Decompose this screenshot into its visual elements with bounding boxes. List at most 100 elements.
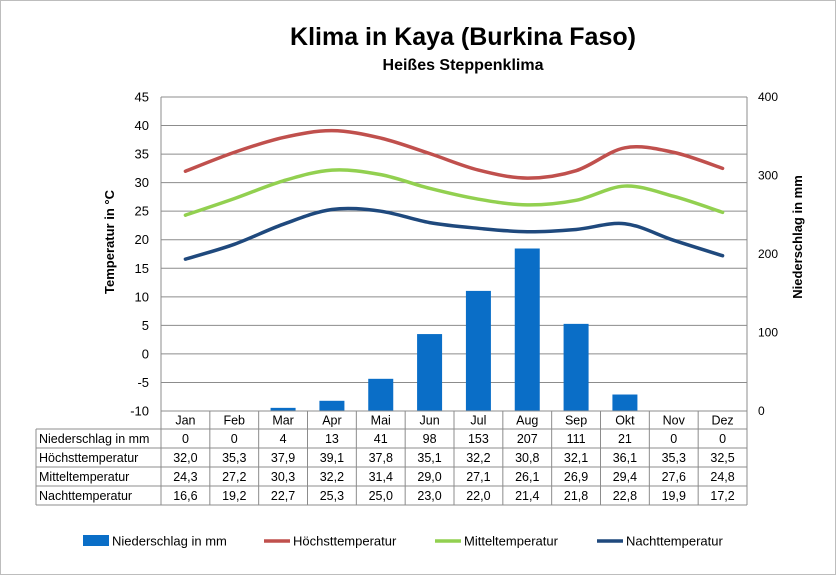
table-cell: 16,6 [173,489,197,503]
left-tick-label: 15 [135,261,149,276]
month-label: Jun [420,414,440,428]
table-cell: 30,8 [515,451,539,465]
month-label: Okt [615,414,635,428]
right-tick-label: 0 [758,404,765,418]
table-cell: 32,5 [710,451,734,465]
höchsttemperatur-line [183,128,725,180]
table-cell: 31,4 [369,470,393,484]
mitteltemperatur-line [183,168,725,217]
month-label: Mar [272,414,294,428]
left-tick-label: 25 [135,204,149,219]
table-cell: 26,9 [564,470,588,484]
table-cell: 22,8 [613,489,637,503]
precipitation-bar [417,334,443,411]
legend-label: Höchsttemperatur [293,534,397,549]
table-row-label: Nachttemperatur [39,489,132,503]
table-cell: 41 [374,432,388,446]
chart-title: Klima in Kaya (Burkina Faso) [290,23,636,51]
axis-ticks: 45 40 35 30 25 20 15 10 5 0 -5 -10 400 300 200 100 0 [130,90,778,419]
table-cell: 32,0 [173,451,197,465]
precipitation-bar [563,323,589,411]
legend: Niederschlag in mm Höchsttemperatur Mittel… [83,534,723,549]
table-cell: 37,8 [369,451,393,465]
table-cell: 26,1 [515,470,539,484]
precipitation-bar [270,407,296,411]
table-cell: 25,3 [320,489,344,503]
left-tick-label: 35 [135,147,149,162]
table-cell: 29,0 [417,470,441,484]
table-cell: 36,1 [613,451,637,465]
table-cell: 22,7 [271,489,295,503]
right-tick-label: 200 [758,247,778,261]
left-tick-label: 5 [142,318,149,333]
precipitation-bar [368,378,394,411]
table-cell: 0 [670,432,677,446]
table-cell: 35,1 [417,451,441,465]
nachttemperatur-line [183,206,725,261]
month-label: Sep [565,414,587,428]
table-cell: 32,2 [320,470,344,484]
table-cell: 19,2 [222,489,246,503]
table-cell: 27,1 [466,470,490,484]
table-cell: 35,3 [662,451,686,465]
table-cell: 21 [618,432,632,446]
month-label: Apr [322,414,341,428]
table-cell: 153 [468,432,489,446]
legend-swatch-precipitation [83,535,109,546]
precipitation-bar [319,400,345,411]
month-label: Jan [175,414,195,428]
table-cell: 111 [567,432,586,446]
table-cell: 21,8 [564,489,588,503]
table-cell: 0 [231,432,238,446]
month-label: Feb [223,414,245,428]
month-label: Dez [711,414,733,428]
table-cell: 21,4 [515,489,539,503]
table-row-label: Mitteltemperatur [39,470,129,484]
data-table: Jan Feb Mar Apr Mai Jun Jul Aug Sep Okt Nov Dez Nied… [35,410,748,506]
left-tick-label: -5 [137,375,149,390]
left-axis-label: Temperatur in °C [102,189,117,294]
table-cell: 0 [182,432,189,446]
table-cell: 17,2 [710,489,734,503]
month-label: Aug [516,414,538,428]
left-tick-label: 45 [135,90,149,105]
table-cell: 30,3 [271,470,295,484]
chart-subtitle: Heißes Steppenklima [383,57,544,74]
left-tick-label: 40 [135,118,149,133]
left-tick-label: -10 [130,404,149,419]
month-label: Jul [470,414,486,428]
table-cell: 29,4 [613,470,637,484]
right-tick-label: 400 [758,90,778,104]
precipitation-bar [465,290,491,411]
legend-label: Niederschlag in mm [112,534,227,549]
temperature-lines [183,128,725,261]
table-cell: 4 [280,432,287,446]
table-row-label: Höchsttemperatur [39,451,138,465]
precipitation-bar [514,248,540,411]
table-cell: 39,1 [320,451,344,465]
left-tick-label: 10 [135,289,149,304]
table-row-label: Niederschlag in mm [39,432,149,446]
table-cell: 23,0 [417,489,441,503]
table-cell: 27,2 [222,470,246,484]
table-cell: 37,9 [271,451,295,465]
right-axis-label: Niederschlag in mm [790,175,805,299]
legend-label: Nachttemperatur [626,534,723,549]
table-cell: 22,0 [466,489,490,503]
month-label: Mai [371,414,391,428]
precipitation-bars [270,248,638,411]
table-cell: 24,8 [710,470,734,484]
table-cell: 24,3 [173,470,197,484]
table-cell: 35,3 [222,451,246,465]
month-label: Nov [663,414,686,428]
right-tick-label: 100 [758,326,778,340]
table-cell: 98 [423,432,437,446]
table-cell: 0 [719,432,726,446]
table-cell: 32,1 [564,451,588,465]
table-cell: 27,6 [662,470,686,484]
left-tick-label: 30 [135,175,149,190]
table-cell: 19,9 [662,489,686,503]
left-tick-label: 0 [142,346,149,361]
